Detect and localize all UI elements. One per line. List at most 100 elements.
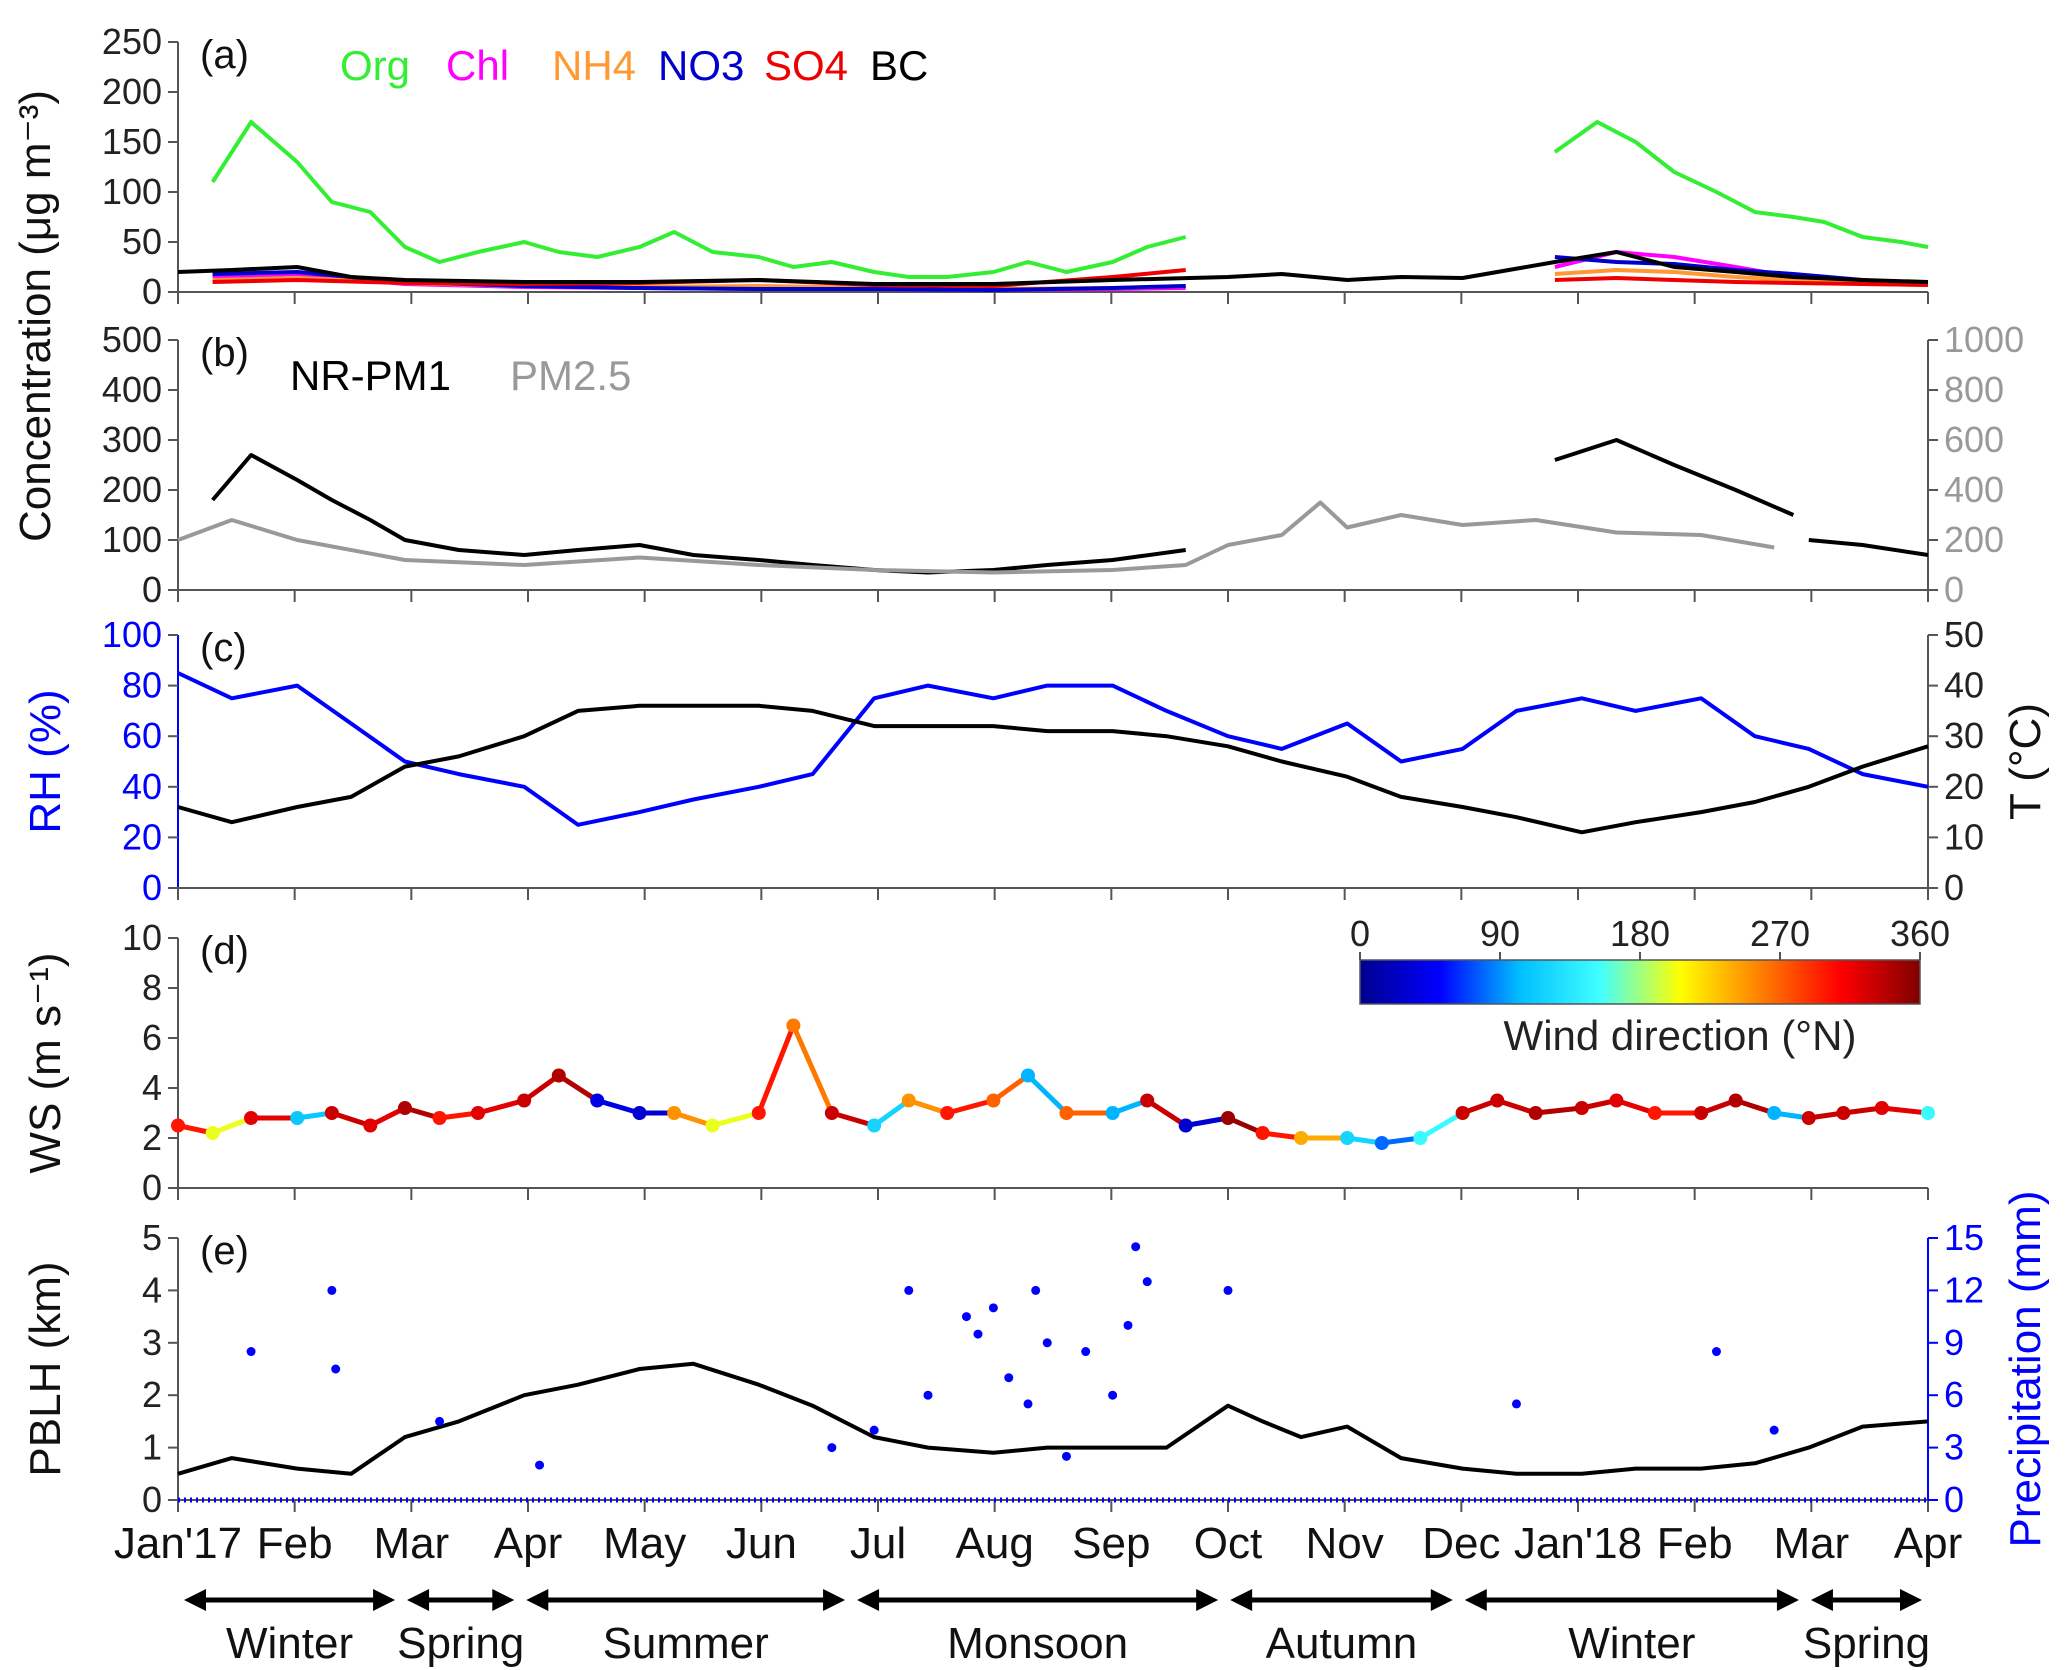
ws-segment [1145, 1098, 1188, 1128]
ws-segment [872, 1098, 911, 1128]
y-tick-label: 0 [142, 867, 162, 908]
ws-segment [596, 1098, 641, 1116]
y2-tick-label: 15 [1944, 1217, 1984, 1258]
arrowhead-left [184, 1589, 206, 1611]
x-tick-label: Jun [726, 1519, 797, 1568]
y2-tick-label: 20 [1944, 766, 1984, 807]
x-tick-label: Nov [1306, 1519, 1384, 1568]
series-org [210, 120, 1187, 279]
y2-tick-label: 12 [1944, 1269, 1984, 1310]
ws-segment [477, 1098, 525, 1116]
y-axis-label: WS (m s⁻¹) [21, 952, 70, 1173]
y-tick-label: 40 [122, 766, 162, 807]
colorbar-label: Wind direction (°N) [1504, 1012, 1857, 1059]
y-tick-label: 5 [142, 1217, 162, 1258]
y-tick-label: 4 [142, 1067, 162, 1108]
y-tick-label: 50 [122, 221, 162, 262]
y2-tick-label: 0 [1944, 569, 1964, 610]
precip-point [1123, 1320, 1133, 1330]
ws-segment [557, 1073, 599, 1103]
y2-tick-label: 30 [1944, 715, 1984, 756]
season-label: Autumn [1266, 1619, 1418, 1668]
arrowhead-left [526, 1589, 549, 1611]
precip-point [827, 1443, 837, 1453]
y-tick-label: 8 [142, 967, 162, 1008]
series-nr-pm1 [1554, 438, 1795, 517]
precip-point [923, 1390, 933, 1400]
y2-tick-label: 9 [1944, 1322, 1964, 1363]
precip-point [1031, 1285, 1041, 1295]
y-tick-label: 0 [142, 1479, 162, 1520]
series-org [1553, 120, 1929, 249]
y-tick-label: 20 [122, 816, 162, 857]
y-tick-label: 1 [142, 1427, 162, 1468]
precip-point [535, 1460, 545, 1470]
series-nr-pm1 [211, 453, 1186, 575]
panel-label: (d) [200, 929, 249, 973]
ws-point [244, 1111, 259, 1125]
y-tick-label: 0 [142, 569, 162, 610]
precip-point [331, 1364, 341, 1374]
legend-pm2-5: PM2.5 [510, 352, 631, 399]
legend-bc: BC [870, 42, 928, 89]
ws-segment [1185, 1115, 1229, 1128]
y-tick-label: 4 [142, 1269, 162, 1310]
x-tick-label: Mar [1773, 1519, 1849, 1568]
x-tick-label: Oct [1194, 1519, 1262, 1568]
y2-axis-label: Precipitation (mm) [2001, 1191, 2050, 1548]
y2-tick-label: 800 [1944, 369, 2004, 410]
panel-label: (b) [200, 331, 249, 375]
y-tick-label: 100 [102, 519, 162, 560]
y-tick-label: 150 [102, 121, 162, 162]
y-tick-label: 2 [142, 1117, 162, 1158]
legend-so4: SO4 [764, 42, 848, 89]
y2-tick-label: 0 [1944, 1479, 1964, 1520]
arrowhead-left [857, 1589, 880, 1611]
y2-tick-label: 40 [1944, 665, 1984, 706]
precip-point [435, 1416, 445, 1426]
y-tick-label: 200 [102, 469, 162, 510]
colorbar-tick-label: 270 [1750, 913, 1810, 954]
arrowhead-right [1900, 1589, 1922, 1611]
ws-segment [1535, 1105, 1583, 1116]
arrowhead-left [1230, 1589, 1253, 1611]
precip-point [904, 1285, 914, 1295]
season-label: Winter [226, 1619, 353, 1668]
arrowhead-left [1464, 1589, 1487, 1611]
ws-segment [756, 1024, 796, 1114]
x-tick-label: Sep [1072, 1519, 1150, 1568]
y2-axis-label: T (°C) [2001, 703, 2050, 820]
precip-point [1223, 1285, 1233, 1295]
precip-point [1131, 1242, 1141, 1252]
x-tick-label: Jan'17 [114, 1519, 242, 1568]
y2-tick-label: 6 [1944, 1374, 1964, 1415]
colorbar-tick-label: 180 [1610, 913, 1670, 954]
series-so4 [1554, 276, 1929, 287]
colorbar-tick-label: 0 [1350, 913, 1370, 954]
colorbar-tick-label: 360 [1890, 913, 1950, 954]
y2-tick-label: 50 [1944, 614, 1984, 655]
y-tick-label: 10 [122, 917, 162, 958]
y-tick-label: 100 [102, 614, 162, 655]
y-axis-label: RH (%) [21, 689, 70, 833]
ws-segment [1026, 1073, 1069, 1115]
panel-label: (c) [200, 626, 247, 670]
precip-point [1004, 1373, 1014, 1383]
y-tick-label: 250 [102, 21, 162, 62]
series-nr-pm1 [1808, 538, 1929, 557]
y2-tick-label: 10 [1944, 816, 1984, 857]
series-rh [177, 671, 1929, 827]
y-tick-label: 60 [122, 715, 162, 756]
y-tick-label: 80 [122, 665, 162, 706]
y2-tick-label: 3 [1944, 1427, 1964, 1468]
precip-point [869, 1425, 879, 1435]
arrowhead-left [407, 1589, 430, 1611]
precip-point [1511, 1399, 1521, 1409]
arrowhead-right [1430, 1589, 1453, 1611]
arrowhead-right [1776, 1589, 1799, 1611]
y-axis-label-concentration: Concentration (μg m⁻³) [11, 90, 60, 542]
panel-2 [168, 634, 1938, 900]
season-label: Summer [603, 1619, 769, 1668]
series-bc [177, 250, 1929, 286]
